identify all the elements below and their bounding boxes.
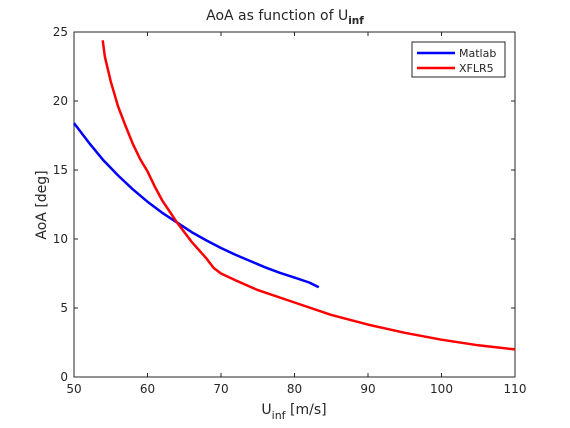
x-tick-label: 70 [213,382,228,396]
series-line-xflr5 [101,40,516,351]
y-tick-label: 5 [60,301,68,315]
x-tick-label: 90 [360,382,375,396]
x-axis-label: Uinf [m/s] [261,402,326,422]
y-tick-label: 20 [53,94,68,108]
x-tick-label: 60 [140,382,155,396]
y-tick-label: 0 [60,370,68,384]
legend-box [411,41,506,78]
legend: Matlab XFLR5 [411,41,506,78]
y-tick-label: 15 [53,163,68,177]
x-tick-label: 80 [287,382,302,396]
x-tick-label: 50 [66,382,81,396]
x-tick-label: 100 [430,382,453,396]
y-tick-label: 25 [53,25,68,39]
legend-label-xflr5: XFLR5 [459,62,494,75]
axis-ticks [73,31,516,378]
chart-title: AoA as function of Uinf [206,8,364,27]
y-axis-label: AoA [deg] [34,170,50,239]
y-tick-label: 10 [53,232,68,246]
series-line-matlab [73,122,320,289]
x-tick-label: 110 [504,382,527,396]
series-lines [73,40,516,351]
legend-label-matlab: Matlab [459,47,496,60]
axis-tick-labels: 50 60 70 80 90 100 110 0 5 10 15 20 25 [53,25,527,396]
plot-area [73,31,516,378]
